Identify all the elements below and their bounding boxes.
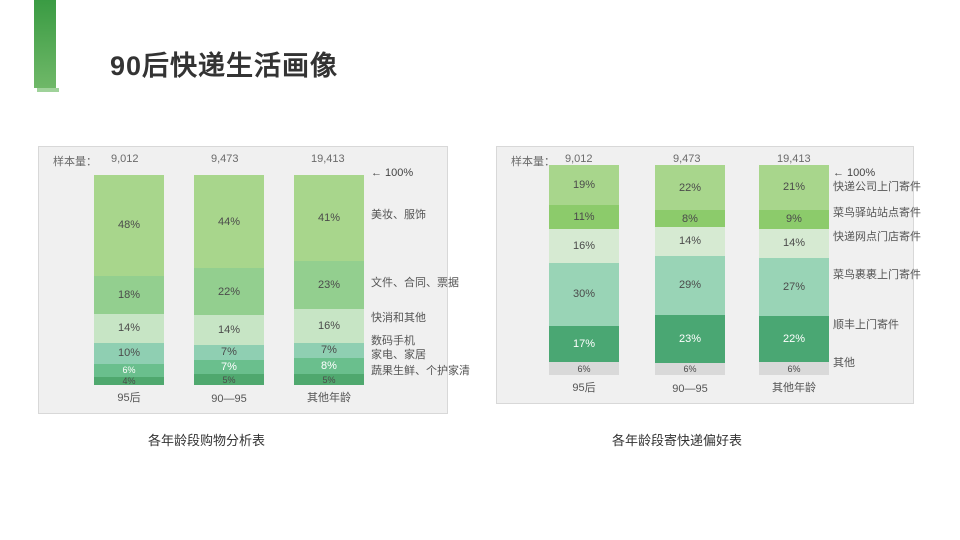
bar-segment: 8% (655, 210, 725, 226)
bar-segment: 7% (294, 343, 364, 358)
page-title: 90后快递生活画像 (110, 44, 338, 83)
bar-segment: 48% (94, 175, 164, 276)
category-label: 菜鸟驿站站点寄件 (833, 207, 921, 220)
accent-bar (34, 0, 56, 88)
bar-segment: 14% (759, 229, 829, 259)
bar-segment: 6% (549, 362, 619, 375)
category-label: 快消和其他 (371, 312, 426, 325)
bar-segment: 29% (655, 256, 725, 316)
bar-column: 44%22%14%7%7%5% (194, 175, 264, 385)
sample-size: 19,413 (311, 153, 345, 165)
bar-segment: 16% (294, 309, 364, 343)
bar-segment: 6% (655, 363, 725, 375)
bar-column: 19%11%16%30%17%6% (549, 165, 619, 375)
bar-segment: 27% (759, 258, 829, 315)
category-label: 美妆、服饰 (371, 209, 426, 222)
category-label: 其他 (833, 357, 855, 370)
category-labels: 快递公司上门寄件菜鸟驿站站点寄件快递网点门店寄件菜鸟裹裹上门寄件顺丰上门寄件其他 (833, 147, 913, 405)
sample-size: 9,012 (111, 153, 139, 165)
bar-segment: 4% (94, 377, 164, 385)
bar-segment: 11% (549, 205, 619, 228)
bar-segment: 23% (655, 315, 725, 362)
left-chart-panel: 样本量： 9,0129,47319,413← 100%48%18%14%10%6… (38, 146, 448, 414)
bar-segment: 6% (94, 364, 164, 377)
bar-segment: 14% (94, 314, 164, 343)
bar-segment: 19% (549, 165, 619, 205)
bar-segment: 5% (294, 374, 364, 385)
bar-segment: 16% (549, 229, 619, 263)
category-label: 快递网点门店寄件 (833, 231, 921, 244)
bar-segment: 7% (194, 345, 264, 360)
category-label: 菜鸟裹裹上门寄件 (833, 269, 921, 282)
bar-segment: 5% (194, 374, 264, 385)
bar-segment: 30% (549, 263, 619, 327)
right-chart-panel: 样本量： 9,0129,47319,413← 100%19%11%16%30%1… (496, 146, 914, 404)
bar-segment: 8% (294, 358, 364, 375)
bar-segment: 22% (655, 165, 725, 210)
bar-segment: 41% (294, 175, 364, 261)
bar-segment: 6% (759, 362, 829, 375)
bar-segment: 9% (759, 210, 829, 229)
bar-column: 48%18%14%10%6%4% (94, 175, 164, 385)
bar-segment: 14% (194, 315, 264, 345)
bar-segment: 22% (194, 268, 264, 315)
bar-segment: 18% (94, 276, 164, 314)
category-labels: 美妆、服饰文件、合同、票据快消和其他数码手机家电、家居蔬果生鲜、个护家清 (371, 147, 447, 415)
category-label: 顺丰上门寄件 (833, 319, 899, 332)
sample-label: 样本量： (53, 153, 97, 169)
bar-column: 41%23%16%7%8%5% (294, 175, 364, 385)
sample-size: 9,473 (211, 153, 239, 165)
category-label: 快递公司上门寄件 (833, 181, 921, 194)
bar-segment: 10% (94, 343, 164, 364)
sample-size: 19,413 (777, 153, 811, 165)
sample-size: 9,473 (673, 153, 701, 165)
category-label: 文件、合同、票据 (371, 277, 459, 290)
bar-segment: 22% (759, 316, 829, 363)
bar-column: 21%9%14%27%22%6% (759, 165, 829, 375)
bar-x-label: 95后 (524, 379, 644, 395)
bar-segment: 21% (759, 165, 829, 210)
category-label: 数码手机 (371, 335, 415, 348)
bar-segment: 44% (194, 175, 264, 268)
sample-size: 9,012 (565, 153, 593, 165)
bar-segment: 23% (294, 261, 364, 309)
bar-column: 22%8%14%29%23%6% (655, 165, 725, 375)
bar-segment: 7% (194, 360, 264, 375)
bar-segment: 14% (655, 227, 725, 256)
left-caption: 各年龄段购物分析表 (148, 430, 265, 449)
bar-segment: 17% (549, 326, 619, 362)
bar-x-label: 90—95 (630, 383, 750, 395)
category-label: 蔬果生鲜、个护家清 (371, 365, 470, 378)
right-caption: 各年龄段寄快递偏好表 (612, 430, 742, 449)
category-label: 家电、家居 (371, 349, 426, 362)
